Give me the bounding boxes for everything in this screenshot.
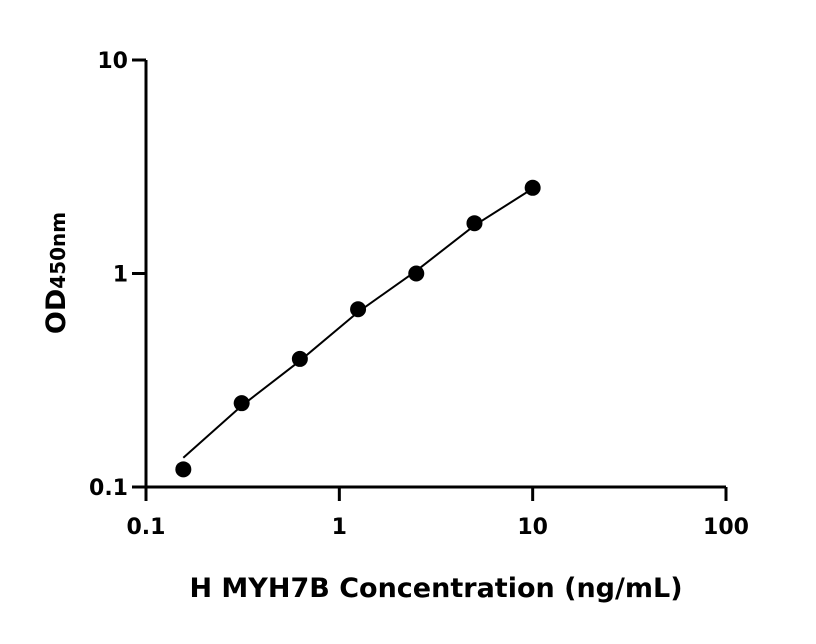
- data-point: [350, 301, 367, 318]
- data-point: [233, 395, 250, 412]
- data-point: [408, 265, 425, 282]
- x-tick-label: 10: [517, 515, 548, 540]
- data-point: [291, 350, 308, 367]
- x-tick-label: 0.1: [127, 515, 166, 540]
- x-tick-label: 100: [703, 515, 749, 540]
- y-axis-label: OD450nm: [41, 212, 72, 334]
- x-axis-label: H MYH7B Concentration (ng/mL): [189, 573, 682, 604]
- y-axis-label-main: OD: [41, 289, 72, 334]
- y-axis-label-sub: 450nm: [46, 212, 70, 289]
- data-point: [524, 179, 541, 196]
- data-point: [466, 215, 483, 232]
- data-point: [175, 461, 192, 478]
- y-tick-label: 10: [97, 49, 128, 74]
- y-tick-label: 1: [113, 263, 128, 288]
- y-tick-label: 0.1: [89, 476, 128, 501]
- x-tick-label: 1: [332, 515, 347, 540]
- fit-curve-line: [182, 187, 534, 459]
